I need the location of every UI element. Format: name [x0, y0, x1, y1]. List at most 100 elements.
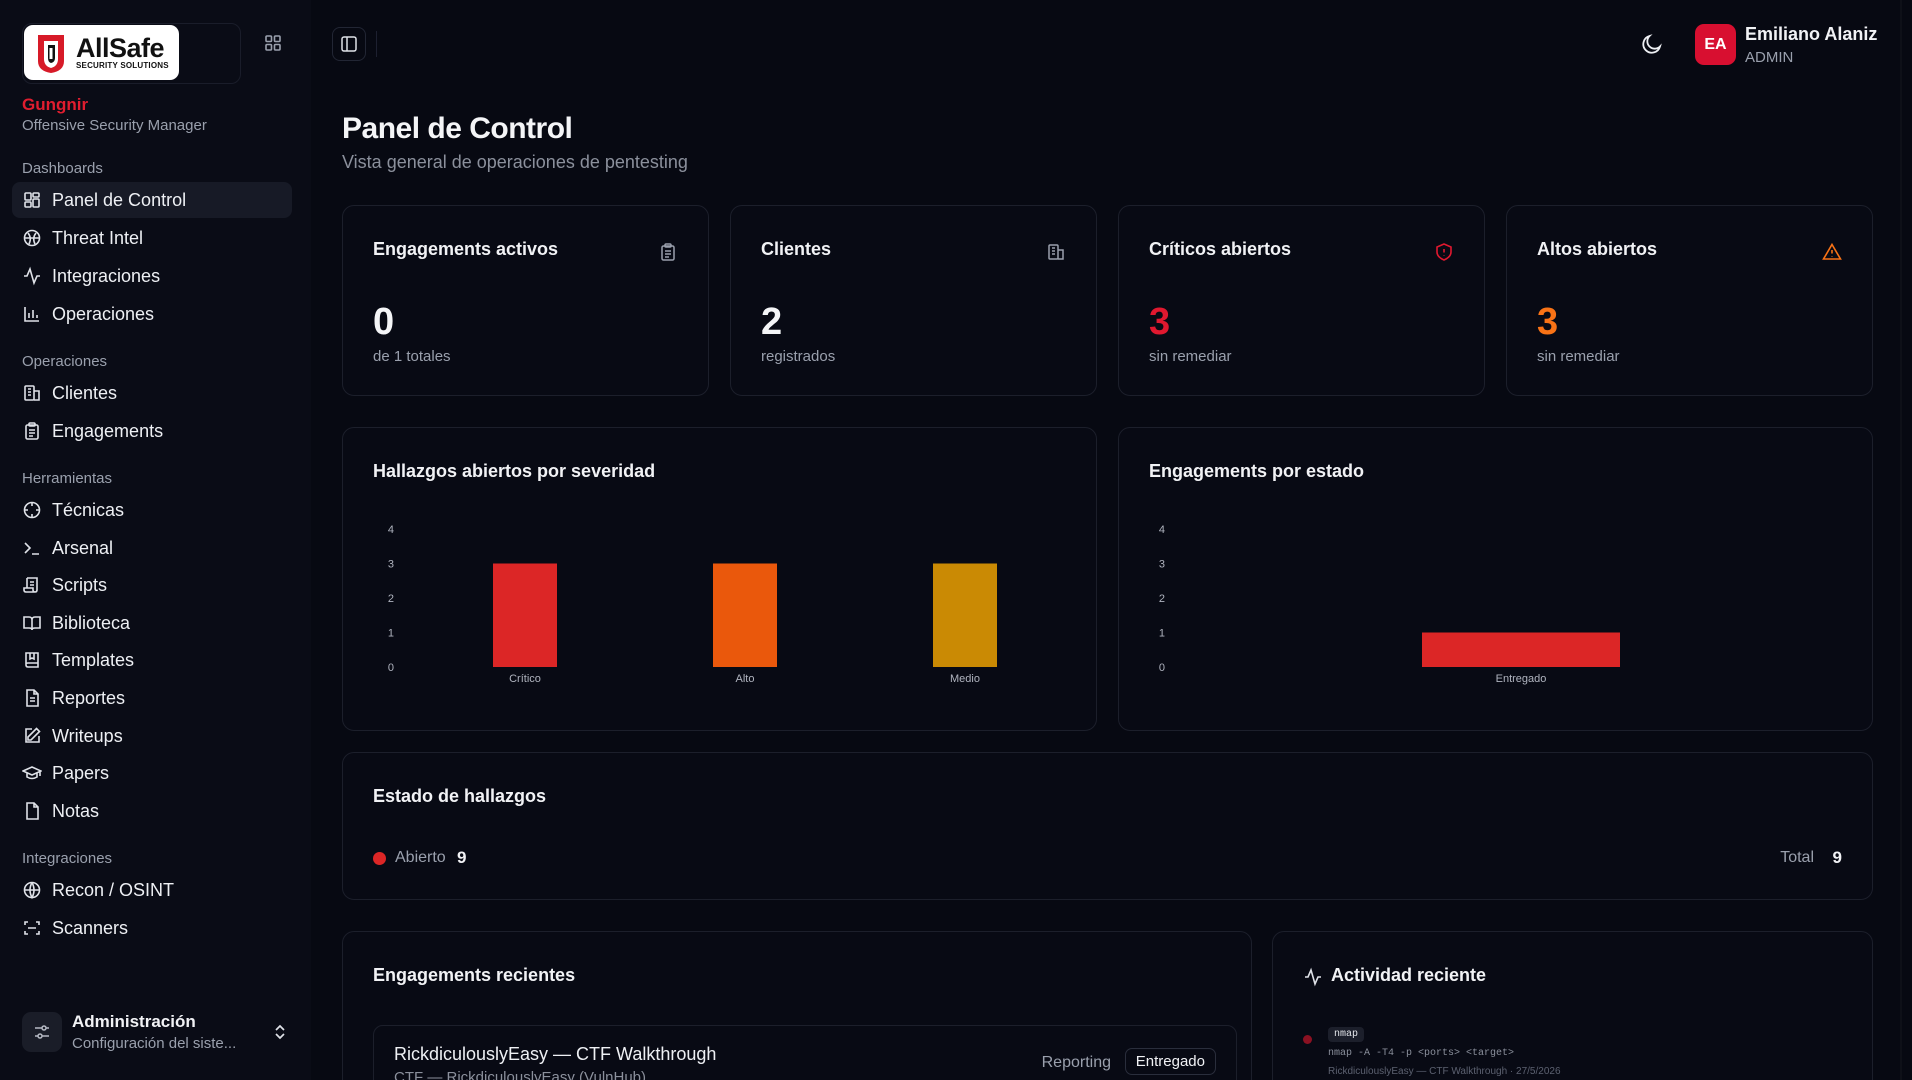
sidebar-item-scripts[interactable]: Scripts — [12, 567, 292, 603]
sidebar-item-papers[interactable]: Papers — [12, 755, 292, 791]
total-value: 9 — [1832, 848, 1842, 867]
legend-label: Abierto — [395, 849, 446, 866]
activity-dot — [1303, 1035, 1312, 1044]
stat-value: 3 — [1537, 301, 1559, 343]
y-tick-label: 0 — [388, 662, 394, 674]
bar-Crítico[interactable] — [493, 563, 557, 668]
y-tick-label: 3 — [388, 559, 394, 571]
nav-group-dashboards: Dashboards — [22, 160, 103, 177]
severity-bar-chart: 0 1 2 3 4 Crítico Alto Medio — [388, 524, 997, 685]
theme-toggle-moon-icon[interactable] — [1640, 32, 1664, 56]
legend-value: 9 — [457, 848, 467, 867]
sidebar-item-biblioteca[interactable]: Biblioteca — [12, 605, 292, 641]
user-name[interactable]: Emiliano Alaniz — [1745, 24, 1878, 44]
sidebar-item-label: Operaciones — [52, 303, 155, 324]
stat-sub: sin remediar — [1537, 348, 1620, 365]
sidebar-item-label: Recon / OSINT — [52, 879, 175, 900]
activity-icon — [1305, 967, 1321, 987]
nav-group-operaciones: Operaciones — [22, 353, 108, 370]
sidebar-item-notas[interactable]: Notas — [12, 793, 292, 829]
sidebar: AllSafe SECURITY SOLUTIONS Gungnir Offen… — [0, 0, 311, 1080]
findings-status-title: Estado de hallazgos — [373, 786, 547, 806]
sliders-icon — [22, 1012, 62, 1052]
y-tick-label: 2 — [1159, 593, 1165, 605]
sidebar-toggle-button[interactable] — [332, 27, 366, 61]
crosshair-icon — [23, 501, 41, 519]
sidebar-item-label: Writeups — [52, 725, 123, 746]
engagement-phase: Reporting — [1041, 1054, 1111, 1071]
admin-menu-button[interactable]: Administración Configuración del siste..… — [22, 1010, 290, 1054]
stat-card-engagements: Engagements activos 0 de 1 totales — [342, 205, 709, 396]
total-label: Total — [1780, 849, 1814, 866]
chart-title: Hallazgos abiertos por severidad — [373, 461, 656, 481]
sidebar-item-operaciones[interactable]: Operaciones — [12, 296, 292, 332]
sidebar-item-scanners[interactable]: Scanners — [12, 910, 292, 946]
sidebar-item-label: Notas — [52, 800, 100, 821]
user-avatar[interactable]: EA — [1695, 24, 1736, 65]
stat-card-criticos: Críticos abiertos 3 sin remediar — [1118, 205, 1485, 396]
chart-card-estado: Engagements por estado 0 1 2 3 4 Entregado — [1118, 427, 1873, 731]
sidebar-item-writeups[interactable]: Writeups — [12, 718, 292, 754]
sidebar-item-recon-osint[interactable]: Recon / OSINT — [12, 872, 292, 908]
stat-card-altos: Altos abiertos 3 sin remediar — [1506, 205, 1873, 396]
engagement-subtitle: CTF — RickdiculouslyEasy (VulnHub) — [394, 1069, 647, 1080]
sidebar-item-label: Arsenal — [52, 537, 114, 558]
stat-title: Críticos abiertos — [1149, 239, 1292, 259]
sidebar-item-label: Engagements — [52, 420, 164, 441]
recent-engagements-title: Engagements recientes — [373, 965, 576, 985]
clipboard-list-icon — [661, 243, 675, 261]
stat-card-clientes: Clientes 2 registrados — [730, 205, 1097, 396]
y-tick-label: 4 — [1159, 524, 1165, 536]
logo-tagline: SECURITY SOLUTIONS — [76, 61, 169, 70]
pen-square-icon — [25, 727, 41, 743]
sidebar-item-engagements[interactable]: Engagements — [12, 413, 292, 449]
sidebar-item-tecnicas[interactable]: Técnicas — [12, 492, 292, 528]
sidebar-item-label: Scanners — [52, 917, 129, 938]
brand-switcher[interactable]: AllSafe SECURITY SOLUTIONS — [22, 23, 241, 84]
brand-subtitle: Offensive Security Manager — [22, 117, 207, 134]
x-tick-label: Entregado — [1496, 673, 1547, 685]
activity-tool-tag: nmap — [1328, 1027, 1365, 1042]
status-bar-chart: 0 1 2 3 4 Entregado — [1159, 524, 1620, 685]
layout-dashboard-icon — [24, 192, 40, 208]
clipboard-icon — [25, 422, 39, 440]
sidebar-item-clientes[interactable]: Clientes — [12, 375, 292, 411]
engagement-list-item[interactable]: RickdiculouslyEasy — CTF Walkthrough CTF… — [373, 1025, 1237, 1080]
sidebar-item-reportes[interactable]: Reportes — [12, 680, 292, 716]
admin-title: Administración — [72, 1012, 196, 1031]
activity-meta: RickdiculouslyEasy — CTF Walkthrough · 2… — [1328, 1066, 1561, 1077]
x-tick-label: Medio — [950, 673, 980, 685]
y-tick-label: 2 — [388, 593, 394, 605]
sidebar-item-panel-de-control[interactable]: Panel de Control — [12, 182, 292, 218]
logo-wordmark: AllSafe — [76, 33, 165, 63]
sidebar-item-threat-intel[interactable]: Threat Intel — [12, 220, 292, 256]
y-tick-label: 4 — [388, 524, 394, 536]
stat-value: 3 — [1149, 301, 1171, 343]
book-icon — [25, 652, 39, 668]
sidebar-item-label: Papers — [52, 762, 110, 783]
bar-Alto[interactable] — [713, 563, 777, 668]
sidebar-item-label: Scripts — [52, 574, 108, 595]
sidebar-item-arsenal[interactable]: Arsenal — [12, 530, 292, 566]
scrollbar[interactable] — [1900, 0, 1902, 1080]
sidebar-item-label: Panel de Control — [52, 189, 187, 210]
bar-Medio[interactable] — [933, 563, 997, 668]
bar-Entregado[interactable] — [1422, 632, 1620, 668]
stat-value: 0 — [373, 301, 395, 343]
sidebar-item-integraciones[interactable]: Integraciones — [12, 258, 292, 294]
stat-title: Engagements activos — [373, 239, 559, 259]
apps-grid-icon[interactable] — [263, 33, 283, 53]
chart-title: Engagements por estado — [1149, 461, 1365, 481]
panel-left-icon — [341, 36, 357, 52]
engagement-title: RickdiculouslyEasy — CTF Walkthrough — [394, 1044, 717, 1064]
stat-sub: sin remediar — [1149, 348, 1232, 365]
bar-chart-icon — [24, 307, 39, 322]
sidebar-item-templates[interactable]: Templates — [12, 642, 292, 678]
bug-icon — [23, 229, 41, 247]
sidebar-item-label: Threat Intel — [52, 227, 144, 248]
sidebar-item-label: Biblioteca — [52, 612, 131, 633]
stat-sub: registrados — [761, 348, 836, 365]
stat-value: 2 — [761, 301, 783, 343]
recent-activity-title: Actividad reciente — [1331, 965, 1487, 985]
y-tick-label: 1 — [388, 628, 394, 640]
